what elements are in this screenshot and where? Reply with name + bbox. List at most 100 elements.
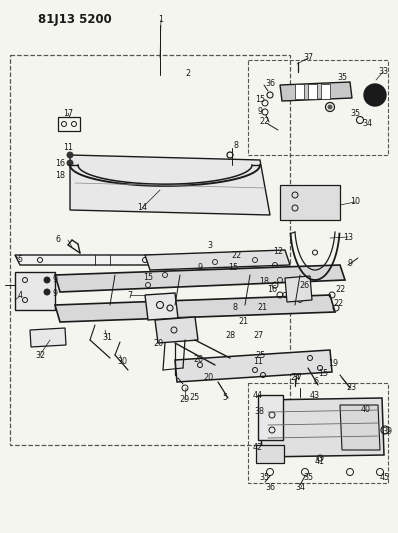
Bar bbox=[248, 60, 388, 155]
Bar bbox=[308, 84, 317, 99]
Text: 1: 1 bbox=[158, 15, 164, 25]
Text: 43: 43 bbox=[310, 391, 320, 400]
Text: 20: 20 bbox=[153, 340, 163, 349]
Text: 19: 19 bbox=[328, 359, 338, 367]
Text: 9: 9 bbox=[53, 276, 58, 285]
Polygon shape bbox=[280, 82, 352, 101]
Text: 7: 7 bbox=[127, 290, 133, 300]
Text: 36: 36 bbox=[265, 483, 275, 492]
Polygon shape bbox=[155, 317, 198, 343]
Text: 18: 18 bbox=[259, 278, 269, 287]
Text: 26: 26 bbox=[299, 280, 309, 289]
Text: 21: 21 bbox=[238, 318, 248, 327]
Text: 32: 32 bbox=[35, 351, 45, 359]
Text: 13: 13 bbox=[343, 232, 353, 241]
Polygon shape bbox=[55, 265, 345, 292]
Text: 9: 9 bbox=[347, 259, 353, 268]
Polygon shape bbox=[15, 255, 165, 265]
Text: 3: 3 bbox=[207, 241, 213, 251]
Text: 16: 16 bbox=[55, 158, 65, 167]
Bar bbox=[58, 117, 80, 131]
Text: 41: 41 bbox=[315, 457, 325, 466]
Text: 36: 36 bbox=[265, 78, 275, 87]
Polygon shape bbox=[340, 405, 380, 450]
Text: 81J13 5200: 81J13 5200 bbox=[38, 13, 112, 26]
Text: 9: 9 bbox=[53, 288, 58, 297]
Text: 35: 35 bbox=[303, 473, 313, 482]
Circle shape bbox=[328, 105, 332, 109]
Bar bbox=[10, 55, 290, 445]
Text: 35: 35 bbox=[337, 74, 347, 83]
Polygon shape bbox=[30, 328, 66, 347]
Circle shape bbox=[67, 160, 73, 166]
Text: 17: 17 bbox=[63, 109, 73, 117]
Text: 15: 15 bbox=[143, 272, 153, 281]
Text: 33: 33 bbox=[378, 68, 388, 77]
Text: 20: 20 bbox=[193, 356, 203, 365]
Text: 31: 31 bbox=[102, 334, 112, 343]
Text: 35: 35 bbox=[259, 473, 269, 482]
Text: 27: 27 bbox=[253, 332, 263, 341]
Text: 28: 28 bbox=[225, 330, 235, 340]
Text: 34: 34 bbox=[362, 119, 372, 128]
Text: 9: 9 bbox=[197, 263, 203, 272]
Text: 42: 42 bbox=[253, 443, 263, 453]
Text: 22: 22 bbox=[260, 117, 270, 126]
Text: 39: 39 bbox=[382, 427, 392, 437]
Text: 44: 44 bbox=[253, 391, 263, 400]
Polygon shape bbox=[70, 155, 270, 215]
Bar bbox=[295, 84, 304, 99]
Bar bbox=[258, 395, 283, 440]
Text: 37: 37 bbox=[303, 53, 313, 62]
Text: 38: 38 bbox=[254, 408, 264, 416]
Polygon shape bbox=[145, 293, 178, 320]
Text: 2: 2 bbox=[185, 69, 191, 77]
Circle shape bbox=[44, 277, 50, 283]
Text: 5: 5 bbox=[18, 255, 23, 264]
Text: 6: 6 bbox=[314, 377, 318, 386]
Text: 25: 25 bbox=[190, 393, 200, 402]
Text: 34: 34 bbox=[295, 483, 305, 492]
Text: 20: 20 bbox=[203, 374, 213, 383]
Text: 9: 9 bbox=[258, 107, 263, 116]
Polygon shape bbox=[55, 295, 335, 322]
Polygon shape bbox=[175, 350, 332, 382]
Polygon shape bbox=[280, 185, 340, 220]
Bar bbox=[256, 445, 284, 463]
Text: 35: 35 bbox=[350, 109, 360, 117]
Text: 30: 30 bbox=[117, 358, 127, 367]
Text: 29: 29 bbox=[180, 395, 190, 405]
Text: 4: 4 bbox=[18, 292, 23, 301]
Text: 22: 22 bbox=[231, 251, 241, 260]
Bar bbox=[321, 84, 330, 99]
Polygon shape bbox=[15, 272, 55, 310]
Text: 37: 37 bbox=[292, 373, 302, 382]
Bar bbox=[248, 383, 388, 483]
Text: 8: 8 bbox=[232, 303, 238, 311]
Text: 6: 6 bbox=[55, 236, 60, 245]
Text: 21: 21 bbox=[257, 303, 267, 312]
Text: 8: 8 bbox=[234, 141, 238, 149]
Text: 22: 22 bbox=[333, 300, 343, 309]
Text: 25: 25 bbox=[255, 351, 265, 359]
Polygon shape bbox=[260, 398, 384, 457]
Text: 24: 24 bbox=[290, 374, 300, 383]
Text: 15: 15 bbox=[255, 95, 265, 104]
Text: 22: 22 bbox=[335, 286, 345, 295]
Text: 40: 40 bbox=[361, 406, 371, 415]
Text: 10: 10 bbox=[350, 198, 360, 206]
Text: 16: 16 bbox=[267, 286, 277, 295]
Polygon shape bbox=[285, 276, 312, 302]
Text: 15: 15 bbox=[228, 263, 238, 272]
Circle shape bbox=[44, 289, 50, 295]
Text: 12: 12 bbox=[273, 247, 283, 256]
Circle shape bbox=[67, 152, 73, 158]
Circle shape bbox=[364, 84, 386, 106]
Text: 11: 11 bbox=[253, 358, 263, 367]
Text: 18: 18 bbox=[55, 171, 65, 180]
Text: 11: 11 bbox=[63, 142, 73, 151]
Text: 5: 5 bbox=[222, 393, 228, 402]
Text: 45: 45 bbox=[380, 473, 390, 482]
Polygon shape bbox=[145, 250, 290, 270]
Text: 23: 23 bbox=[346, 384, 356, 392]
